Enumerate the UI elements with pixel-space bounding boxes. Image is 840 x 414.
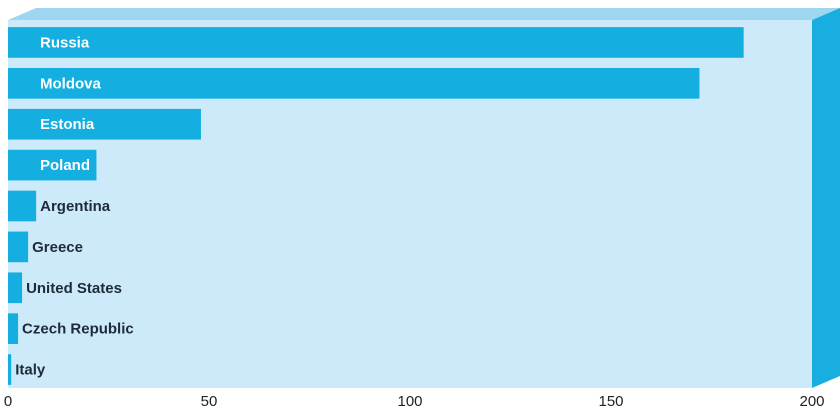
x-tick-label: 150 — [598, 393, 623, 410]
bar-argentina — [8, 190, 37, 222]
bar-greece — [8, 231, 29, 263]
category-label: Moldova — [40, 75, 101, 92]
bar-group — [8, 27, 744, 385]
category-label: Argentina — [40, 198, 111, 215]
x-tick-label: 200 — [799, 393, 824, 410]
bar-russia — [8, 27, 744, 58]
x-tick-label: 0 — [4, 393, 12, 410]
x-tick-label: 50 — [201, 393, 218, 410]
bar-poland — [8, 149, 97, 181]
plot-side-face — [812, 8, 840, 388]
bar-czech-republic — [8, 313, 19, 344]
bar-united-states — [8, 272, 23, 304]
category-label: Russia — [40, 34, 90, 51]
category-label: Estonia — [40, 116, 95, 133]
category-label: Italy — [15, 362, 46, 379]
bar-estonia — [8, 108, 201, 140]
x-tick-label: 100 — [397, 393, 422, 410]
category-label: United States — [26, 280, 122, 297]
x-axis-ticks: 0 50 100 150 200 — [4, 393, 825, 410]
category-label: Greece — [32, 239, 83, 256]
bar-moldova — [8, 68, 700, 99]
plot-top-face — [8, 8, 840, 20]
category-label: Czech Republic — [22, 321, 134, 338]
category-label-group: Russia Moldova Estonia Poland Argentina Greec… — [15, 34, 134, 378]
category-label: Poland — [40, 157, 90, 174]
bar-italy — [8, 354, 12, 385]
